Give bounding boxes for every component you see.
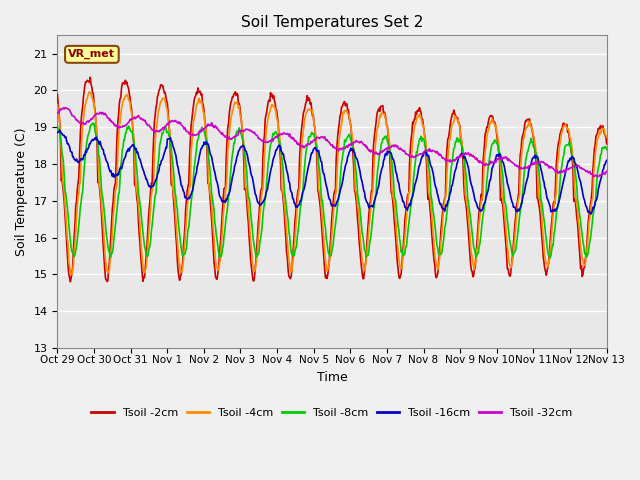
Legend: Tsoil -2cm, Tsoil -4cm, Tsoil -8cm, Tsoil -16cm, Tsoil -32cm: Tsoil -2cm, Tsoil -4cm, Tsoil -8cm, Tsoi… [87, 403, 577, 422]
Title: Soil Temperatures Set 2: Soil Temperatures Set 2 [241, 15, 423, 30]
Text: VR_met: VR_met [68, 49, 115, 60]
X-axis label: Time: Time [317, 371, 348, 384]
Y-axis label: Soil Temperature (C): Soil Temperature (C) [15, 127, 28, 256]
